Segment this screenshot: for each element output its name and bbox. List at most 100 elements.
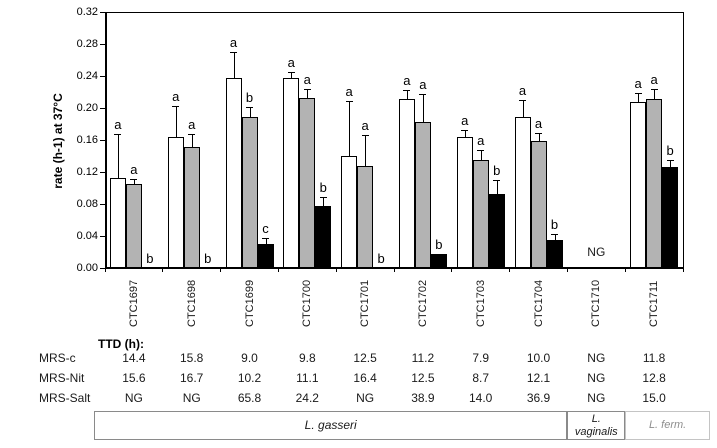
bar-MRS-c-CTC1702 — [398, 99, 415, 268]
significance-letter: b — [493, 163, 501, 178]
table-cell: 9.8 — [298, 351, 316, 365]
table-cell: 24.2 — [295, 391, 319, 405]
error-bar — [233, 52, 235, 78]
significance-letter: a — [419, 76, 427, 92]
table-row-label: MRS-c — [39, 351, 76, 365]
error-bar — [291, 72, 293, 79]
y-tick-label: 0.08 — [76, 198, 98, 210]
significance-letter: b — [319, 179, 327, 195]
x-category-label: CTC1698 — [185, 279, 198, 327]
bar-MRS-c-CTC1699 — [225, 77, 242, 268]
species-group-label-wrap: L. ferm. — [649, 419, 686, 432]
table-cell: 12.5 — [353, 351, 377, 365]
species-group-box: L. gasseri — [94, 411, 568, 440]
significance-letter: a — [534, 115, 543, 131]
error-bar-cap — [287, 72, 295, 73]
x-tick-mark — [220, 268, 222, 272]
y-tick-label: 0.24 — [76, 70, 98, 82]
x-category-label: CTC1710 — [590, 279, 603, 327]
x-category-label: CTC1701 — [359, 279, 372, 327]
error-bar — [175, 106, 177, 137]
significance-letter: a — [188, 116, 196, 132]
error-bar — [496, 180, 498, 194]
y-tick-mark — [100, 43, 105, 45]
error-bar-cap — [493, 180, 501, 181]
y-tick-label: 0.04 — [76, 230, 98, 242]
error-bar — [522, 100, 524, 117]
table-cell: 7.9 — [472, 351, 490, 365]
error-bar-cap — [303, 88, 311, 90]
table-cell: 11.2 — [411, 351, 435, 365]
table-cell: NG — [587, 351, 606, 365]
significance-letter: b — [146, 251, 154, 266]
species-group-box: L. ferm. — [625, 411, 710, 440]
table-cell: 14.4 — [122, 351, 146, 365]
y-tick-mark — [100, 139, 105, 141]
y-tick-mark — [100, 203, 105, 205]
significance-letter: b — [550, 216, 559, 232]
x-category-label: CTC1697 — [127, 279, 140, 327]
error-bar-cap — [172, 106, 180, 108]
error-bar — [406, 90, 408, 100]
x-tick-mark — [451, 268, 453, 272]
error-bar-cap — [188, 133, 196, 135]
table-cell: NG — [182, 391, 201, 405]
error-bar-cap — [361, 135, 369, 137]
bar-MRS-c-CTC1697 — [109, 177, 126, 268]
y-tick-mark — [100, 235, 105, 237]
bar-MRS-Nit-CTC1700 — [299, 97, 316, 268]
error-bar — [191, 133, 193, 148]
bar-MRS-Nit-CTC1697 — [125, 184, 142, 268]
bar-MRS-Nit-CTC1702 — [414, 122, 431, 268]
table-cell: 65.8 — [237, 391, 262, 405]
error-bar-cap — [519, 100, 526, 101]
significance-letter: a — [403, 73, 411, 89]
bar-MRS-c-CTC1701 — [341, 156, 358, 268]
species-group-label-wrap: L. vaginalis — [575, 413, 618, 438]
plot-area — [105, 12, 684, 269]
table-cell: 11.8 — [642, 351, 666, 365]
x-category-label: CTC1711 — [648, 280, 661, 327]
bar-MRS-Salt-CTC1702 — [430, 253, 447, 268]
table-cell: 36.9 — [526, 391, 551, 405]
error-bar — [117, 133, 119, 178]
significance-letter: a — [634, 75, 642, 91]
bar-MRS-Salt-CTC1699 — [257, 244, 274, 268]
y-tick-mark — [100, 171, 105, 173]
error-bar — [422, 93, 424, 123]
table-cell: 16.4 — [353, 371, 377, 385]
x-tick-mark — [624, 268, 626, 272]
error-bar — [554, 233, 556, 240]
y-tick-label: 0.16 — [76, 134, 98, 146]
bar-MRS-Salt-CTC1704 — [546, 240, 563, 268]
y-tick-label: 0.32 — [76, 6, 98, 18]
error-bar — [323, 196, 325, 207]
error-bar-cap — [230, 52, 237, 53]
y-tick-mark — [100, 75, 105, 77]
error-bar-cap — [319, 196, 327, 198]
error-bar-cap — [551, 233, 558, 235]
bar-MRS-Nit-CTC1704 — [530, 140, 547, 268]
table-cell: NG — [124, 391, 143, 405]
table-cell: 15.6 — [122, 371, 146, 385]
error-bar — [365, 135, 367, 167]
x-tick-mark — [104, 268, 106, 272]
error-bar-cap — [634, 92, 642, 94]
species-group-box: L. vaginalis — [567, 411, 626, 440]
error-bar — [670, 160, 672, 168]
bar-MRS-Nit-CTC1711 — [646, 99, 663, 268]
bar-MRS-Salt-CTC1700 — [315, 206, 332, 268]
y-tick-label: 0.00 — [76, 262, 98, 274]
x-tick-mark — [393, 268, 395, 272]
bar-MRS-c-CTC1704 — [514, 116, 531, 268]
y-tick-mark — [100, 107, 105, 109]
table-cell: 11.1 — [296, 371, 319, 385]
error-bar — [349, 100, 351, 156]
no-growth-annotation: NG — [587, 245, 606, 259]
error-bar — [538, 132, 540, 141]
error-bar-cap — [403, 90, 411, 92]
table-cell: 8.7 — [472, 371, 490, 385]
species-group-label-wrap: L. gasseri — [305, 418, 357, 433]
x-tick-mark — [162, 268, 164, 272]
significance-letter: a — [650, 71, 658, 87]
